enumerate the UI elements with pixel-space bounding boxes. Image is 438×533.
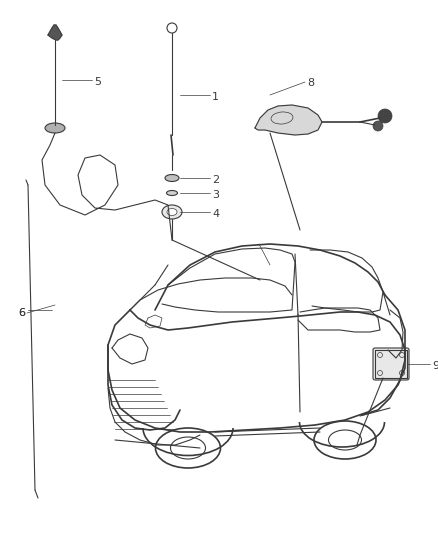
Ellipse shape [162, 205, 182, 219]
Text: 9: 9 [432, 361, 438, 371]
Polygon shape [48, 25, 62, 40]
Text: 6: 6 [18, 308, 25, 318]
Ellipse shape [45, 123, 65, 133]
FancyBboxPatch shape [373, 348, 409, 380]
Ellipse shape [166, 190, 177, 196]
Polygon shape [255, 105, 322, 135]
Text: 6: 6 [18, 308, 25, 318]
Text: 4: 4 [212, 209, 219, 219]
Text: 1: 1 [212, 92, 219, 102]
Ellipse shape [167, 208, 177, 215]
Circle shape [378, 109, 392, 123]
Text: 8: 8 [307, 78, 314, 88]
Ellipse shape [165, 174, 179, 182]
Text: 2: 2 [212, 175, 219, 185]
Text: 3: 3 [212, 190, 219, 200]
Circle shape [373, 121, 383, 131]
Text: 5: 5 [94, 77, 101, 87]
